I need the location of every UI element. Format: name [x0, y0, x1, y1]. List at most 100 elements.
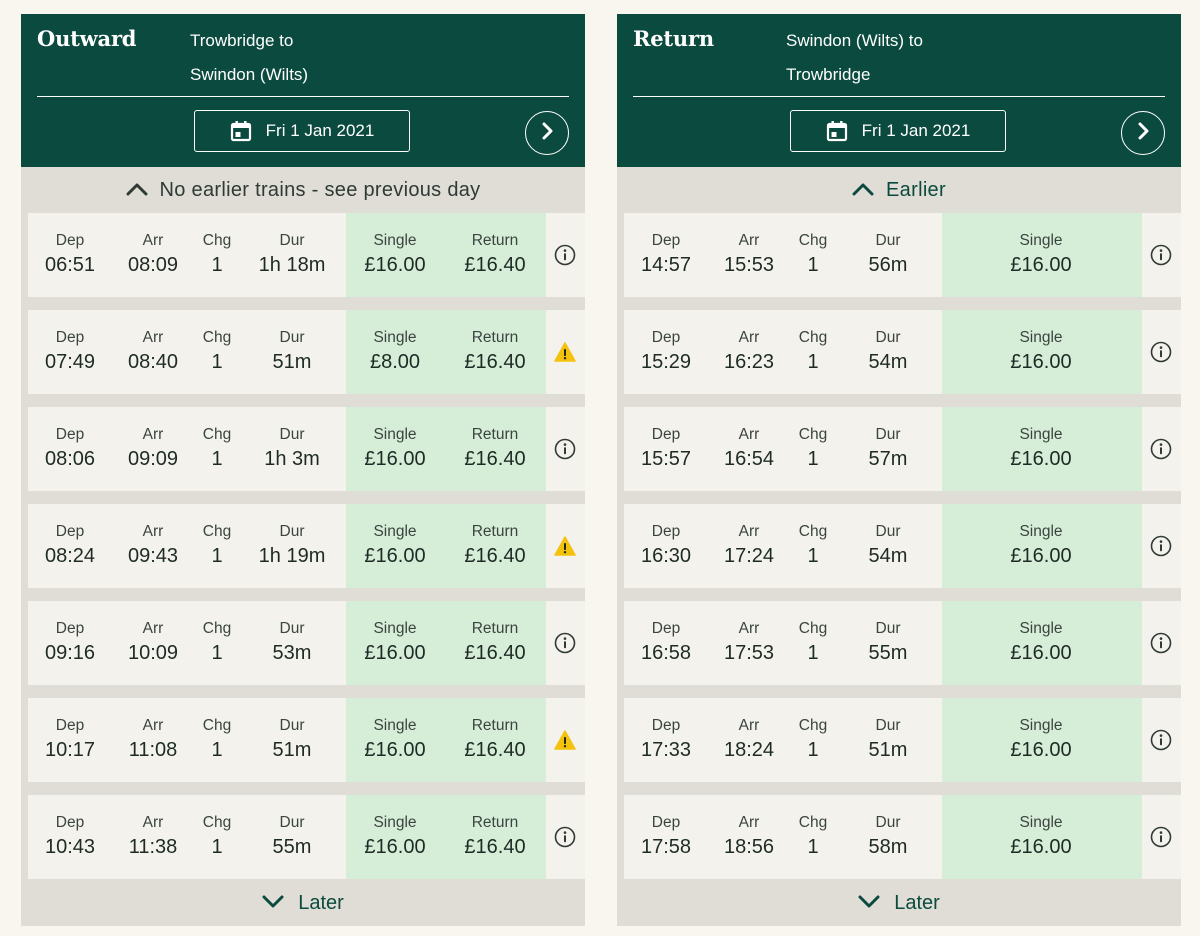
departure-cell: Dep 17:33 [631, 698, 701, 782]
return-fare-label: Return [471, 620, 519, 637]
journey-row[interactable]: Dep 17:33 Arr 18:24 Chg 1 Dur 51m Single £16.00 [624, 698, 1181, 782]
next-day-button[interactable] [1121, 111, 1165, 155]
later-button[interactable]: Later [617, 880, 1181, 926]
arrival-cell: Arr 18:24 [714, 698, 784, 782]
journey-row[interactable]: Dep 06:51 Arr 08:09 Chg 1 Dur 1h 18m Single £16.0… [28, 213, 585, 297]
changes-cell: Chg 1 [192, 795, 242, 879]
journey-row[interactable]: Dep 08:24 Arr 09:43 Chg 1 Dur 1h 19m Single £16.0… [28, 504, 585, 588]
fare-area[interactable] [942, 310, 1142, 394]
single-fare-label: Single [373, 814, 417, 831]
return-fare-value: £16.40 [464, 739, 526, 761]
departure-label: Dep [651, 620, 681, 637]
duration-label: Dur [279, 232, 305, 249]
journey-row[interactable]: Dep 16:58 Arr 17:53 Chg 1 Dur 55m Single £16.00 [624, 601, 1181, 685]
outward-panel: Outward Trowbridge to Swindon (Wilts) Fr… [21, 14, 585, 926]
departure-value: 15:29 [640, 351, 692, 373]
info-icon[interactable] [1150, 632, 1172, 654]
journey-row[interactable]: Dep 07:49 Arr 08:40 Chg 1 Dur 51m Single £8.00 Ret… [28, 310, 585, 394]
info-icon[interactable] [554, 632, 576, 654]
changes-cell: Chg 1 [192, 407, 242, 491]
departure-cell: Dep 07:49 [35, 310, 105, 394]
info-icon[interactable] [1150, 826, 1172, 848]
changes-label: Chg [202, 620, 232, 637]
duration-label: Dur [875, 620, 901, 637]
single-fare-label: Single [373, 523, 417, 540]
warning-icon[interactable] [554, 729, 576, 751]
earlier-button[interactable]: Earlier [617, 167, 1181, 213]
arrival-cell: Arr 17:24 [714, 504, 784, 588]
fare-area[interactable] [346, 213, 546, 297]
single-fare-value: £16.00 [364, 254, 426, 276]
fare-area[interactable] [942, 213, 1142, 297]
fare-area[interactable] [942, 504, 1142, 588]
changes-value: 1 [211, 254, 223, 276]
changes-cell: Chg 1 [788, 698, 838, 782]
changes-label: Chg [202, 717, 232, 734]
return-panel: Return Swindon (Wilts) to Trowbridge Fri… [617, 14, 1181, 926]
info-icon[interactable] [1150, 341, 1172, 363]
fare-area[interactable] [942, 795, 1142, 879]
single-fare-cell: Single £16.00 [981, 407, 1101, 491]
fare-area[interactable] [346, 310, 546, 394]
journey-row[interactable]: Dep 09:16 Arr 10:09 Chg 1 Dur 53m Single £16.00 Re… [28, 601, 585, 685]
return-fare-cell: Return £16.40 [450, 795, 540, 879]
date-picker-button[interactable]: Fri 1 Jan 2021 [194, 110, 410, 152]
changes-value: 1 [807, 351, 819, 373]
direction-title: Outward [37, 26, 137, 51]
changes-value: 1 [807, 739, 819, 761]
fare-area[interactable] [346, 407, 546, 491]
info-icon[interactable] [554, 438, 576, 460]
info-icon[interactable] [1150, 244, 1172, 266]
return-fare-label: Return [471, 329, 519, 346]
journey-row[interactable]: Dep 16:30 Arr 17:24 Chg 1 Dur 54m Single £16.00 [624, 504, 1181, 588]
journey-row[interactable]: Dep 10:43 Arr 11:38 Chg 1 Dur 55m Single £16.00 Re… [28, 795, 585, 879]
route-text: Swindon (Wilts) to Trowbridge [786, 24, 1046, 92]
single-fare-value: £16.00 [1010, 448, 1072, 470]
departure-value: 17:58 [640, 836, 692, 858]
info-icon[interactable] [554, 244, 576, 266]
single-fare-label: Single [1019, 329, 1063, 346]
return-header: Return Swindon (Wilts) to Trowbridge Fri… [617, 14, 1181, 167]
fare-area[interactable] [942, 601, 1142, 685]
journey-row[interactable]: Dep 08:06 Arr 09:09 Chg 1 Dur 1h 3m Single £16.00… [28, 407, 585, 491]
fare-area[interactable] [346, 795, 546, 879]
duration-value: 54m [868, 545, 908, 567]
single-fare-value: £16.00 [364, 545, 426, 567]
journey-row[interactable]: Dep 17:58 Arr 18:56 Chg 1 Dur 58m Single £16.00 [624, 795, 1181, 879]
later-button[interactable]: Later [21, 880, 585, 926]
warning-icon[interactable] [554, 341, 576, 363]
arrival-label: Arr [738, 620, 760, 637]
fare-area[interactable] [942, 698, 1142, 782]
journey-row[interactable]: Dep 10:17 Arr 11:08 Chg 1 Dur 51m Single £16.00 Re… [28, 698, 585, 782]
single-fare-label: Single [373, 426, 417, 443]
duration-cell: Dur 55m [247, 795, 337, 879]
return-fare-cell: Return £16.40 [450, 601, 540, 685]
departure-value: 16:58 [640, 642, 692, 664]
date-picker-button[interactable]: Fri 1 Jan 2021 [790, 110, 1006, 152]
fare-area[interactable] [346, 601, 546, 685]
next-day-button[interactable] [525, 111, 569, 155]
arrival-cell: Arr 16:54 [714, 407, 784, 491]
duration-cell: Dur 58m [843, 795, 933, 879]
duration-label: Dur [875, 717, 901, 734]
info-icon[interactable] [1150, 438, 1172, 460]
arrival-cell: Arr 08:09 [118, 213, 188, 297]
journey-row[interactable]: Dep 15:29 Arr 16:23 Chg 1 Dur 54m Single £16.00 [624, 310, 1181, 394]
departure-cell: Dep 10:17 [35, 698, 105, 782]
fare-area[interactable] [942, 407, 1142, 491]
changes-cell: Chg 1 [788, 213, 838, 297]
return-fare-label: Return [471, 232, 519, 249]
no-earlier-trains-notice: No earlier trains - see previous day [21, 167, 585, 213]
departure-cell: Dep 09:16 [35, 601, 105, 685]
departure-cell: Dep 16:58 [631, 601, 701, 685]
warning-icon[interactable] [554, 535, 576, 557]
fare-area[interactable] [346, 698, 546, 782]
info-icon[interactable] [1150, 535, 1172, 557]
fare-area[interactable] [346, 504, 546, 588]
departure-value: 15:57 [640, 448, 692, 470]
arrival-value: 16:23 [723, 351, 775, 373]
journey-row[interactable]: Dep 15:57 Arr 16:54 Chg 1 Dur 57m Single £16.00 [624, 407, 1181, 491]
journey-row[interactable]: Dep 14:57 Arr 15:53 Chg 1 Dur 56m Single £16.00 [624, 213, 1181, 297]
info-icon[interactable] [554, 826, 576, 848]
info-icon[interactable] [1150, 729, 1172, 751]
